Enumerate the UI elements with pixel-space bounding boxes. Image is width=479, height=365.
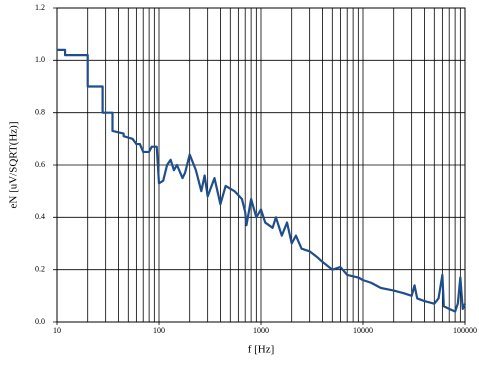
y-tick-label: 0.4 (35, 212, 45, 221)
x-tick-label: 100000 (453, 326, 477, 335)
y-tick-label: 0.2 (35, 264, 45, 273)
y-tick-label: 0.6 (35, 160, 45, 169)
x-tick-label: 10000 (353, 326, 373, 335)
x-axis-label: f [Hz] (248, 344, 275, 356)
data-line (57, 48, 467, 313)
y-tick-label: 0.8 (35, 107, 45, 116)
y-tick-label: 1.0 (35, 55, 45, 64)
x-tick-label: 100 (153, 326, 165, 335)
y-axis-label: eN [uV/SQRT(Hz)] (8, 121, 20, 208)
y-tick-label: 0.0 (35, 317, 45, 326)
y-tick-label: 1.2 (35, 3, 45, 12)
x-tick-label: 1000 (253, 326, 269, 335)
x-tick-label: 10 (53, 326, 61, 335)
